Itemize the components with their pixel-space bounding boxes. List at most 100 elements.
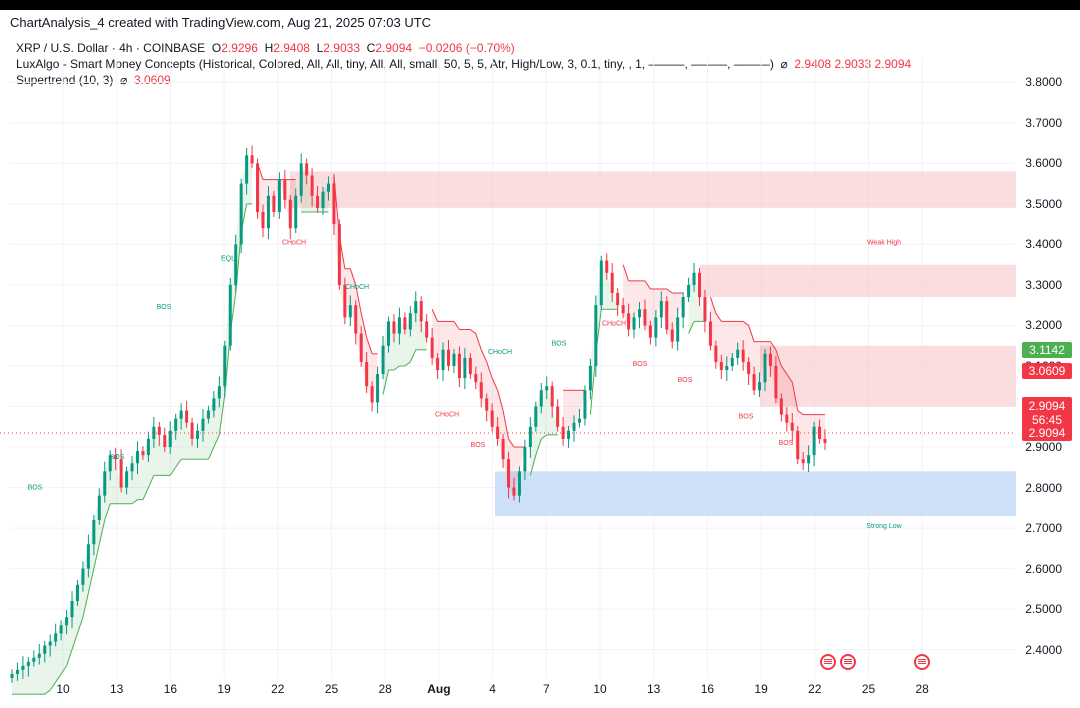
supertrend-line bbox=[218, 394, 226, 435]
candle-body bbox=[725, 365, 729, 371]
candle-body bbox=[288, 199, 292, 229]
open-label: O bbox=[211, 41, 222, 55]
structure-label: BOS bbox=[28, 485, 43, 492]
candle-body bbox=[108, 455, 112, 472]
supertrend-line bbox=[404, 361, 411, 367]
candle-body bbox=[768, 353, 772, 366]
candle-body bbox=[37, 653, 41, 658]
supertrend-line bbox=[502, 410, 510, 440]
indicator-smc-symbol: ⌀ bbox=[780, 57, 788, 71]
candle-body bbox=[168, 430, 172, 448]
supertrend-line bbox=[431, 309, 439, 322]
high-label: H bbox=[264, 41, 274, 55]
candle-body bbox=[550, 386, 554, 407]
supertrend-line bbox=[491, 377, 499, 391]
candle-body bbox=[818, 426, 822, 439]
candle-body bbox=[266, 195, 270, 229]
supertrend-fill bbox=[721, 321, 727, 371]
candle-body bbox=[474, 374, 478, 383]
price-badge-current-value: 2.9094 bbox=[1028, 399, 1066, 413]
y-tick-label: 3.2000 bbox=[1025, 318, 1062, 333]
candle-body bbox=[316, 195, 320, 208]
supply-zone bbox=[760, 345, 1016, 407]
chart-header-title: ChartAnalysis_4 created with TradingView… bbox=[10, 15, 432, 30]
indicator-smc-values: 2.9408 2.9033 2.9094 bbox=[794, 57, 912, 71]
us-flag-icon[interactable] bbox=[840, 654, 856, 670]
candle-body bbox=[790, 422, 794, 431]
candle-body bbox=[485, 398, 489, 411]
supertrend-line bbox=[66, 649, 73, 667]
candle-body bbox=[196, 430, 200, 439]
supertrend-fill bbox=[803, 414, 809, 464]
candle-body bbox=[763, 353, 767, 383]
candle-body bbox=[43, 645, 47, 654]
demand-zone bbox=[495, 471, 1016, 516]
supertrend-line bbox=[366, 337, 373, 354]
candle-body bbox=[621, 305, 625, 314]
y-tick-label: 2.5000 bbox=[1025, 602, 1062, 617]
candle-body bbox=[397, 317, 401, 334]
indicator-smc-label: LuxAlgo - Smart Money Concepts (Historic… bbox=[16, 57, 774, 71]
supertrend-fill bbox=[634, 280, 640, 318]
candle-body bbox=[354, 305, 358, 334]
candle-body bbox=[676, 317, 680, 342]
candle-body bbox=[463, 357, 467, 379]
candle-layer bbox=[10, 145, 827, 683]
indicator-row-smc[interactable]: LuxAlgo - Smart Money Concepts (Historic… bbox=[16, 56, 911, 72]
supertrend-line bbox=[93, 544, 100, 569]
candle-body bbox=[523, 447, 527, 472]
candle-body bbox=[381, 345, 385, 375]
candle-body bbox=[670, 329, 674, 342]
candle-body bbox=[92, 519, 96, 545]
candle-body bbox=[747, 361, 751, 375]
us-flag-icon[interactable] bbox=[914, 654, 930, 670]
candle-body bbox=[583, 390, 587, 419]
ohlc-row[interactable]: XRP / U.S. Dollar · 4h · COINBASE O2.929… bbox=[16, 40, 911, 56]
supertrend-line bbox=[470, 329, 477, 334]
candle-body bbox=[337, 224, 341, 285]
candle-body bbox=[736, 349, 740, 358]
candle-body bbox=[496, 426, 500, 439]
supertrend-line bbox=[142, 487, 149, 500]
supertrend-line bbox=[349, 268, 357, 286]
supertrend-fill bbox=[699, 297, 705, 322]
candle-body bbox=[174, 418, 178, 431]
candle-body bbox=[588, 365, 592, 391]
price-badge-green: 3.1142 bbox=[1022, 342, 1072, 358]
supertrend-line bbox=[540, 434, 548, 440]
candle-body bbox=[348, 305, 352, 318]
supertrend-fill bbox=[306, 175, 313, 212]
y-tick-label: 2.8000 bbox=[1025, 480, 1062, 495]
supertrend-line bbox=[644, 280, 651, 290]
candle-body bbox=[539, 390, 543, 407]
candle-body bbox=[425, 321, 429, 338]
candle-body bbox=[567, 430, 571, 439]
supertrend-fill bbox=[808, 414, 815, 456]
supertrend-line bbox=[175, 458, 182, 468]
supertrend-line bbox=[55, 673, 62, 683]
structure-label: CHoCH bbox=[602, 320, 626, 327]
candle-body bbox=[632, 317, 636, 330]
candle-body bbox=[294, 195, 298, 229]
candle-body bbox=[326, 183, 330, 192]
candle-body bbox=[10, 673, 14, 678]
candle-body bbox=[119, 459, 123, 488]
structure-label: BOS bbox=[471, 442, 486, 449]
candle-body bbox=[490, 410, 494, 427]
candle-body bbox=[26, 661, 30, 666]
supertrend-fill bbox=[579, 390, 585, 419]
structure-label: BOS bbox=[552, 341, 567, 348]
structure-label: BOS bbox=[633, 361, 648, 368]
candle-body bbox=[81, 568, 85, 585]
supertrend-line bbox=[82, 592, 89, 618]
supertrend-fill bbox=[50, 633, 56, 691]
indicator-row-supertrend[interactable]: Supertrend (10, 3) ⌀ 3.0609 bbox=[16, 72, 911, 88]
indicator-supertrend-label: Supertrend (10, 3) bbox=[16, 73, 114, 87]
supertrend-line bbox=[169, 467, 177, 476]
y-tick-label: 2.6000 bbox=[1025, 561, 1062, 576]
supertrend-line bbox=[508, 438, 515, 448]
us-flag-icon[interactable] bbox=[820, 654, 836, 670]
candle-body bbox=[332, 183, 336, 225]
candle-body bbox=[785, 414, 789, 423]
